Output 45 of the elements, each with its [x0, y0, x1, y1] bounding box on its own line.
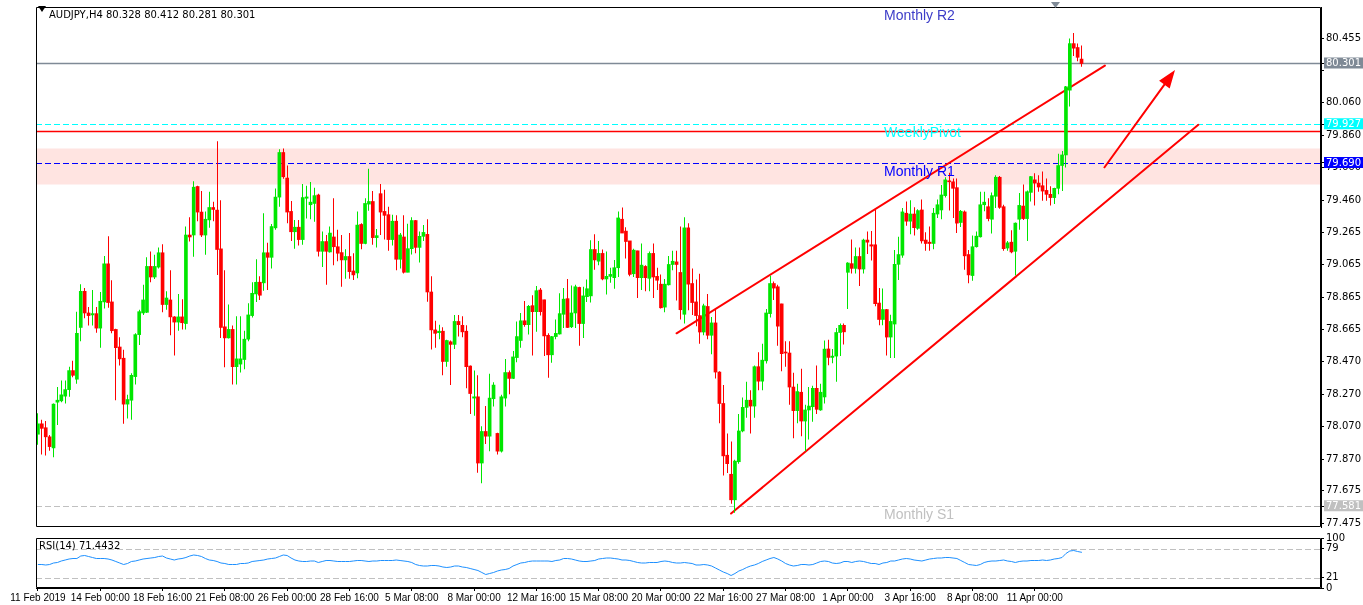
y-tick-label: 77.581: [1326, 499, 1361, 511]
x-tick-label: 5 Mar 08:00: [385, 591, 439, 603]
x-tick-label: 22 Mar 16:00: [693, 591, 754, 603]
x-tick-label: 8 Mar 00:00: [447, 591, 502, 603]
y-tick-label: 78.070: [1326, 420, 1361, 432]
y-tick-label: 78.865: [1326, 290, 1361, 302]
x-tick-label: 15 Mar 08:00: [569, 591, 629, 603]
y-tick-label: 78.665: [1326, 323, 1361, 335]
x-tick-label: 26 Feb 00:00: [257, 591, 318, 603]
x-tick-label: 1 Apr 00:00: [822, 591, 874, 603]
chart-title: RSI(14) 71.4432: [39, 540, 121, 552]
ref-line-label: Monthly S1: [884, 505, 955, 522]
x-tick-label: 14 Feb 00:00: [70, 591, 131, 603]
y-tick-label: 80.455: [1326, 32, 1361, 44]
annotation: Monthly R2: [884, 6, 956, 23]
y-tick-label: 79.690: [1326, 156, 1361, 168]
x-tick-label: 11 Apr 00:00: [1006, 591, 1064, 603]
y-tick-label: 79.927: [1326, 117, 1361, 129]
y-tick-label: 78.470: [1326, 355, 1361, 367]
x-tick-label: 8 Apr 08:00: [946, 591, 999, 603]
x-tick-label: 28 Feb 16:00: [319, 591, 380, 603]
y-tick-label: 79.460: [1326, 193, 1361, 205]
y-tick-label: 77.475: [1326, 517, 1361, 529]
chart-title: AUDJPY,H4 80.328 80.412 80.281 80.301: [49, 9, 256, 21]
y-tick-label: 77.675: [1326, 484, 1361, 496]
x-tick-label: 18 Feb 16:00: [133, 591, 193, 603]
y-tick-label: 100: [1326, 531, 1346, 543]
x-tick-label: 21 Feb 08:00: [195, 591, 255, 603]
y-tick-label: 21: [1326, 571, 1339, 583]
y-tick-label: 80.060: [1326, 96, 1361, 108]
ref-line-label: Monthly R1: [884, 162, 956, 179]
y-tick-label: 79.065: [1326, 258, 1361, 270]
x-tick-label: 12 Mar 16:00: [506, 591, 567, 603]
x-tick-label: 11 Feb 2019: [10, 591, 67, 603]
candlestick: [472, 370, 476, 416]
x-tick-label: 27 Mar 08:00: [756, 591, 816, 603]
x-tick-label: 20 Mar 00:00: [631, 591, 691, 603]
x-tick-label: 3 Apr 16:00: [884, 591, 937, 603]
y-tick-label: 78.270: [1326, 387, 1361, 399]
y-tick-label: 80.301: [1326, 57, 1361, 69]
y-tick-label: 0: [1326, 581, 1333, 593]
y-tick-label: 79.860: [1326, 128, 1361, 140]
y-tick-label: 77.870: [1326, 452, 1361, 464]
y-tick-label: 79.265: [1326, 225, 1361, 237]
y-tick-label: 79: [1326, 542, 1339, 554]
